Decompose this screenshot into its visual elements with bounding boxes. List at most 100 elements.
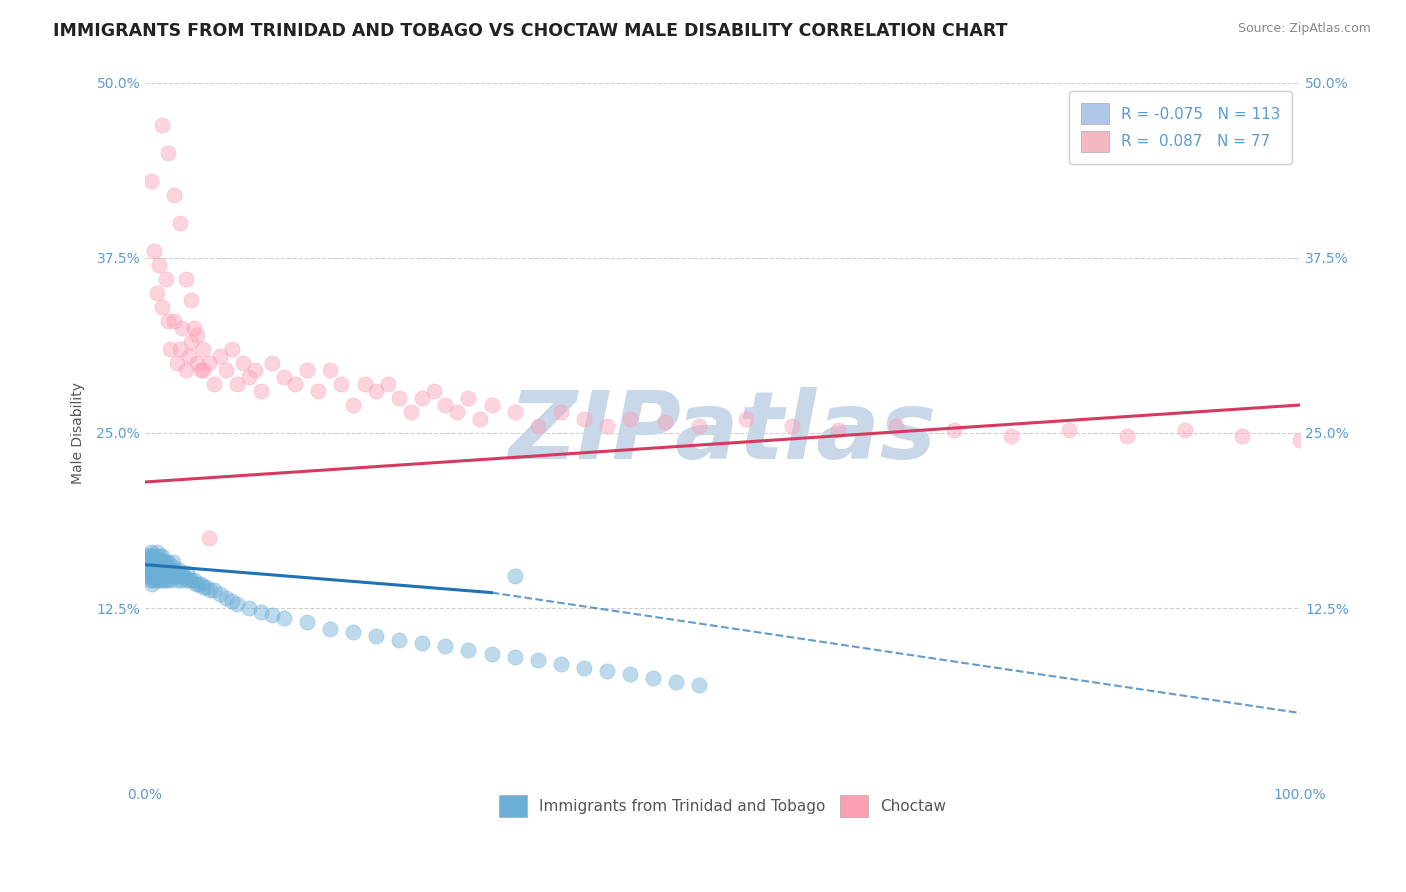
Point (156, 573, 179, 587)
Point (138, 569, 160, 583)
Point (145, 552, 167, 566)
Point (215, 363, 238, 377)
Point (689, 419, 711, 434)
Point (481, 647, 503, 661)
Point (197, 531, 219, 545)
Point (330, 376, 353, 391)
Point (166, 356, 188, 370)
Point (145, 566, 167, 580)
Legend: Immigrants from Trinidad and Tobago, Choctaw: Immigrants from Trinidad and Tobago, Cho… (492, 788, 953, 824)
Point (143, 563, 166, 577)
Point (186, 328, 208, 343)
Point (284, 376, 307, 391)
Point (689, 678, 711, 692)
Point (165, 563, 187, 577)
Point (468, 412, 491, 426)
Point (143, 244, 166, 258)
Point (526, 653, 548, 667)
Point (238, 601, 260, 615)
Text: Source: ZipAtlas.com: Source: ZipAtlas.com (1237, 22, 1371, 36)
Point (155, 569, 177, 583)
Point (163, 569, 186, 583)
Point (174, 363, 197, 377)
Point (226, 376, 249, 391)
Point (141, 577, 163, 591)
Point (526, 419, 548, 434)
Point (138, 548, 160, 562)
Point (780, 419, 803, 434)
Point (295, 363, 318, 377)
Point (215, 591, 238, 606)
Point (145, 552, 167, 566)
Point (172, 569, 194, 583)
Point (307, 384, 329, 398)
Point (1115, 429, 1137, 443)
Point (148, 563, 170, 577)
Point (619, 666, 641, 681)
Point (550, 405, 572, 419)
Point (221, 594, 243, 608)
Point (262, 607, 284, 622)
Point (145, 563, 167, 577)
Point (165, 569, 187, 583)
Point (170, 566, 193, 580)
Point (399, 405, 422, 419)
Point (596, 419, 619, 434)
Point (167, 563, 190, 577)
Point (186, 356, 208, 370)
Point (176, 566, 198, 580)
Point (143, 569, 166, 583)
Point (152, 118, 174, 132)
Point (446, 405, 468, 419)
Point (434, 639, 457, 653)
Point (295, 615, 318, 629)
Point (273, 611, 295, 625)
Point (434, 398, 457, 412)
Point (155, 555, 177, 569)
Point (142, 559, 165, 574)
Point (153, 559, 176, 574)
Point (195, 580, 218, 594)
Point (197, 356, 219, 370)
Point (141, 549, 163, 564)
Point (163, 188, 186, 202)
Point (148, 555, 170, 569)
Point (643, 671, 665, 685)
Point (145, 559, 167, 574)
Point (152, 569, 174, 583)
Point (145, 285, 167, 300)
Point (550, 657, 572, 671)
Point (138, 573, 160, 587)
Point (146, 573, 169, 587)
Point (187, 577, 209, 591)
Point (190, 577, 212, 591)
Point (734, 412, 756, 426)
Point (353, 376, 375, 391)
Point (146, 552, 169, 566)
Point (145, 559, 167, 574)
Point (169, 216, 191, 230)
Point (143, 555, 166, 569)
Point (411, 636, 433, 650)
Point (191, 342, 214, 356)
Point (157, 555, 180, 569)
Point (139, 545, 162, 559)
Point (157, 145, 180, 160)
Point (152, 555, 174, 569)
Point (319, 363, 342, 377)
Point (152, 573, 174, 587)
Point (157, 314, 180, 328)
Point (273, 370, 295, 384)
Point (141, 566, 163, 580)
Point (162, 569, 184, 583)
Point (388, 633, 411, 648)
Point (149, 573, 172, 587)
Point (342, 398, 364, 412)
Point (163, 314, 186, 328)
Point (139, 563, 162, 577)
Point (423, 384, 446, 398)
Point (342, 624, 364, 639)
Point (232, 356, 254, 370)
Point (1232, 429, 1254, 443)
Point (142, 562, 165, 576)
